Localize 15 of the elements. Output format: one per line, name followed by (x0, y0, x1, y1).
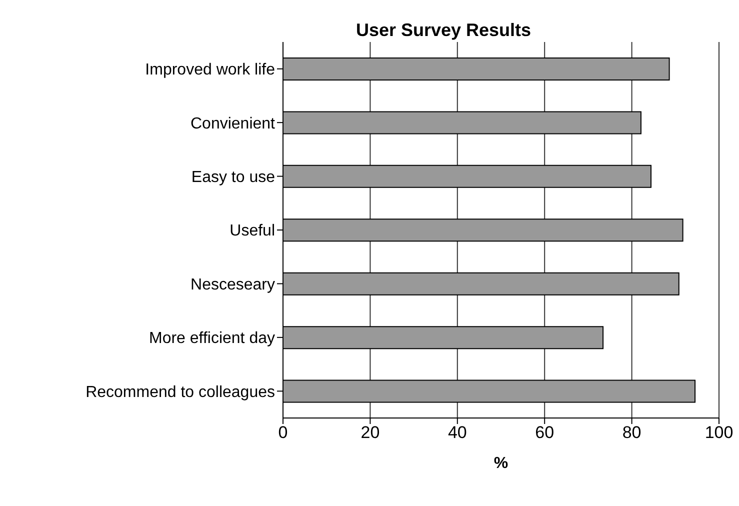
x-tick-label: 100 (704, 423, 734, 442)
chart-title: User Survey Results (354, 20, 532, 41)
x-tick-label: 60 (535, 423, 554, 442)
y-tick-label: Convienient (190, 115, 276, 132)
y-tick-label: Useful (230, 222, 275, 240)
x-axis-title: % (494, 455, 508, 472)
y-tick-label: Recommend to colleagues (86, 384, 275, 401)
y-tick-label: Nesceseary (190, 276, 275, 294)
x-tick-label: 40 (448, 423, 467, 442)
x-tick-label: 20 (360, 423, 380, 442)
x-tick-label: 80 (622, 423, 642, 442)
x-tick-label: 0 (278, 423, 288, 442)
y-tick-label: Improved work life (145, 62, 276, 79)
y-tick-label: Easy to use (191, 168, 276, 186)
y-tick-label: More efficient day (149, 330, 275, 348)
